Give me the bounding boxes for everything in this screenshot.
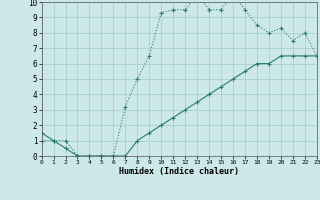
X-axis label: Humidex (Indice chaleur): Humidex (Indice chaleur) bbox=[119, 167, 239, 176]
